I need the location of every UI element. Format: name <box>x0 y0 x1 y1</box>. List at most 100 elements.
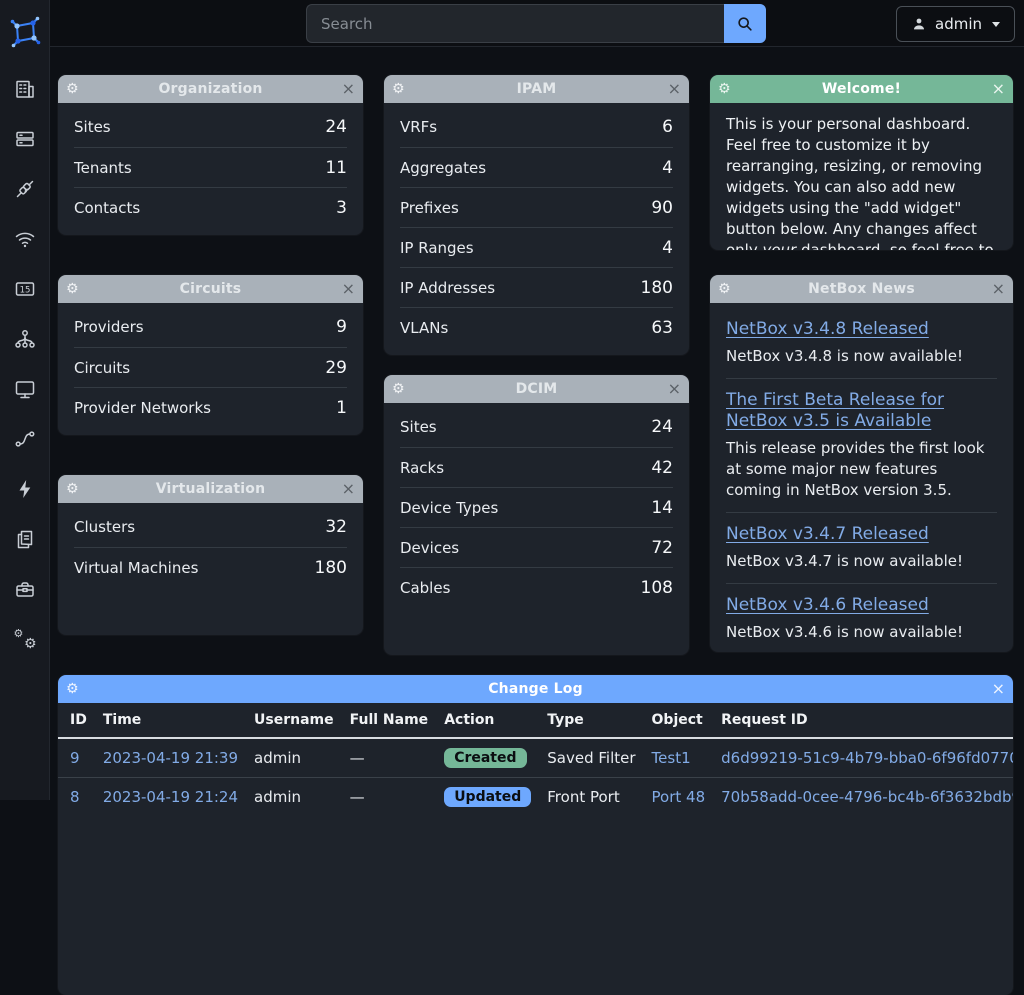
changelog-id-link[interactable]: 8 <box>70 788 80 806</box>
news-headline-link[interactable]: NetBox v3.4.8 Released <box>726 319 929 339</box>
col-time: Time <box>94 703 247 739</box>
user-label: admin <box>935 15 982 33</box>
sidebar-item-connections[interactable] <box>0 164 50 214</box>
count-row-contacts[interactable]: Contacts 3 <box>74 187 347 227</box>
count-row-devices[interactable]: Devices 72 <box>400 527 673 567</box>
count-row-clusters[interactable]: Clusters 32 <box>74 507 347 547</box>
count-list: VRFs 6 Aggregates 4 Prefixes 90 IP Range… <box>384 103 689 351</box>
count-row-tenants[interactable]: Tenants 11 <box>74 147 347 187</box>
sidebar-item-customization[interactable] <box>0 564 50 614</box>
sidebar-item-operations[interactable]: ⚙ ⚙ <box>0 614 50 664</box>
sidebar-item-organization[interactable] <box>0 64 50 114</box>
widget-title: Change Log <box>488 681 583 697</box>
count-row-sites[interactable]: Sites 24 <box>400 407 673 447</box>
news-summary: NetBox v3.4.6 is now available! <box>726 623 963 641</box>
count-label: Tenants <box>74 158 132 177</box>
netbox-logo-icon <box>10 16 40 48</box>
sidebar-item-devices[interactable] <box>0 114 50 164</box>
count-row-circuits[interactable]: Circuits 29 <box>74 347 347 387</box>
count-row-providers[interactable]: Providers 9 <box>74 307 347 347</box>
changelog-object-link[interactable]: Port 48 <box>651 788 706 806</box>
count-value: 1 <box>336 397 347 418</box>
changelog-time-link[interactable]: 2023-04-19 21:39 <box>102 749 239 767</box>
chevron-down-icon <box>992 21 1000 27</box>
count-row-sites[interactable]: Sites 24 <box>74 107 347 147</box>
gear-icon[interactable]: ⚙ <box>66 481 79 497</box>
count-row-vrfs[interactable]: VRFs 6 <box>400 107 673 147</box>
search-input[interactable] <box>306 4 724 43</box>
top-navbar: admin <box>50 0 1024 47</box>
gear-icon[interactable]: ⚙ <box>392 381 405 397</box>
changelog-username: admin <box>246 777 342 816</box>
close-icon[interactable]: × <box>667 79 681 98</box>
news-headline-link[interactable]: The First Beta Release for NetBox v3.5 i… <box>726 390 945 431</box>
search-button[interactable] <box>724 4 766 43</box>
netbox-logo[interactable] <box>0 0 49 64</box>
close-icon[interactable]: × <box>667 379 681 398</box>
gear-icon[interactable]: ⚙ <box>66 81 79 97</box>
widget-news-header[interactable]: ⚙ NetBox News × <box>710 275 1013 303</box>
close-icon[interactable]: × <box>991 79 1005 98</box>
count-row-provider-networks[interactable]: Provider Networks 1 <box>74 387 347 427</box>
sidebar-item-virtualization[interactable] <box>0 364 50 414</box>
widget-virtualization: ⚙ Virtualization × Clusters 32 Virtual M… <box>58 475 363 635</box>
gear-icon[interactable]: ⚙ <box>66 281 79 297</box>
gear-icon[interactable]: ⚙ <box>718 281 731 297</box>
sidebar-item-overlay[interactable] <box>0 314 50 364</box>
col-full-name: Full Name <box>341 703 437 739</box>
news-headline-link[interactable]: NetBox v3.4.6 Released <box>726 595 929 615</box>
widget-title: IPAM <box>516 81 557 97</box>
widget-circuits-header[interactable]: ⚙ Circuits × <box>58 275 363 303</box>
changelog-id-link[interactable]: 9 <box>70 749 80 767</box>
news-summary: NetBox v3.4.7 is now available! <box>726 552 963 570</box>
count-row-ip-addresses[interactable]: IP Addresses 180 <box>400 267 673 307</box>
count-label: VLANs <box>400 318 449 337</box>
gear-icon[interactable]: ⚙ <box>718 81 731 97</box>
user-menu-button[interactable]: admin <box>896 6 1015 42</box>
count-row-prefixes[interactable]: Prefixes 90 <box>400 187 673 227</box>
news-headline-link[interactable]: NetBox v3.4.7 Released <box>726 524 929 544</box>
close-icon[interactable]: × <box>991 279 1005 298</box>
close-icon[interactable]: × <box>341 79 355 98</box>
widget-welcome-header[interactable]: ⚙ Welcome! × <box>710 75 1013 103</box>
count-value: 6 <box>662 117 673 137</box>
sidebar-item-wireless[interactable] <box>0 214 50 264</box>
sidebar-item-provisioning[interactable] <box>0 514 50 564</box>
monitor-icon <box>15 381 34 399</box>
widget-virtualization-header[interactable]: ⚙ Virtualization × <box>58 475 363 503</box>
count-value: 4 <box>662 157 673 178</box>
count-row-ip-ranges[interactable]: IP Ranges 4 <box>400 227 673 267</box>
building-icon <box>15 80 34 98</box>
widget-dcim-header[interactable]: ⚙ DCIM × <box>384 375 689 403</box>
count-row-device-types[interactable]: Device Types 14 <box>400 487 673 527</box>
count-row-cables[interactable]: Cables 108 <box>400 567 673 607</box>
count-label: Racks <box>400 458 445 477</box>
count-row-racks[interactable]: Racks 42 <box>400 447 673 487</box>
changelog-request-id-link[interactable]: 70b58add-0cee-4796-bc4b-6f3632bdb963 <box>721 788 1013 806</box>
news-item: The First Beta Release for NetBox v3.5 i… <box>726 378 997 512</box>
svg-text:15: 15 <box>19 285 30 295</box>
count-label: IP Ranges <box>400 238 474 257</box>
count-value: 3 <box>336 197 347 218</box>
close-icon[interactable]: × <box>341 479 355 498</box>
count-row-vlans[interactable]: VLANs 63 <box>400 307 673 347</box>
count-value: 29 <box>325 357 347 378</box>
changelog-request-id-link[interactable]: d6d99219-51c9-4b79-bba0-6f96fd077082 <box>721 749 1013 767</box>
widget-ipam-header[interactable]: ⚙ IPAM × <box>384 75 689 103</box>
widget-organization-header[interactable]: ⚙ Organization × <box>58 75 363 103</box>
widget-change-log-header[interactable]: ⚙ Change Log × <box>58 675 1013 703</box>
gear-icon[interactable]: ⚙ <box>392 81 405 97</box>
count-row-virtual-machines[interactable]: Virtual Machines 180 <box>74 547 347 587</box>
close-icon[interactable]: × <box>991 679 1005 698</box>
changelog-object-link[interactable]: Test1 <box>651 749 691 767</box>
sidebar-item-ipam[interactable]: 15 <box>0 264 50 314</box>
count-row-aggregates[interactable]: Aggregates 4 <box>400 147 673 187</box>
sidebar-item-circuits[interactable] <box>0 414 50 464</box>
close-icon[interactable]: × <box>341 279 355 298</box>
count-list: Sites 24 Tenants 11 Contacts 3 <box>58 103 363 231</box>
count-label: Virtual Machines <box>74 558 199 577</box>
welcome-text-italic: your <box>762 241 797 250</box>
changelog-time-link[interactable]: 2023-04-19 21:24 <box>102 788 239 806</box>
sidebar-item-power[interactable] <box>0 464 50 514</box>
gear-icon[interactable]: ⚙ <box>66 681 79 697</box>
